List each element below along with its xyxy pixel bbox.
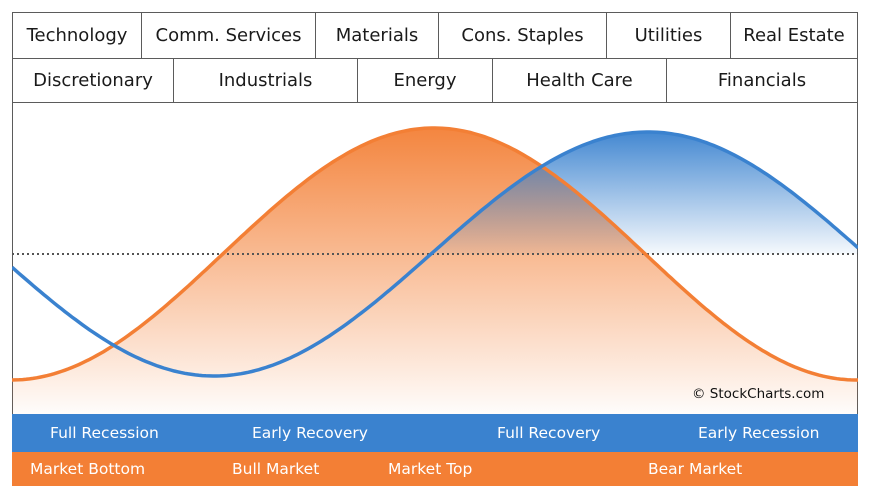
sector-row-bottom: Discretionary Industrials Energy Health … [12,58,858,103]
economy-cycle-curve [12,130,858,378]
sector-energy: Energy [357,58,493,103]
sector-technology: Technology [12,12,142,59]
sector-row-top: Technology Comm. Services Materials Cons… [12,12,858,59]
economy-phase-full-recession: Full Recession [50,424,159,442]
economy-cycle-band: Full Recession Early Recovery Full Recov… [12,414,858,452]
sector-real-estate: Real Estate [730,12,858,59]
credit-label: © StockCharts.com [692,386,825,402]
cycle-curves [12,126,858,414]
economy-phase-early-recession: Early Recession [698,424,820,442]
sector-health-care: Health Care [492,58,667,103]
market-phase-market-bottom: Market Bottom [30,460,146,478]
economy-phase-early-recovery: Early Recovery [252,424,368,442]
sector-comm-services: Comm. Services [141,12,316,59]
market-cycle-fill [12,128,858,414]
sector-discretionary: Discretionary [12,58,174,103]
market-cycle-band: Market Bottom Bull Market Market Top Bea… [12,452,858,486]
market-phase-bull-market: Bull Market [232,460,320,478]
market-cycle-curve [12,126,858,382]
sector-financials: Financials [666,58,858,103]
economy-phase-full-recovery: Full Recovery [497,424,601,442]
sector-industrials: Industrials [173,58,358,103]
sector-cons-staples: Cons. Staples [438,12,607,59]
market-phase-market-top: Market Top [388,460,473,478]
market-phase-bear-market: Bear Market [648,460,743,478]
sector-materials: Materials [315,12,439,59]
economy-cycle-fill [431,132,858,254]
sector-utilities: Utilities [606,12,731,59]
